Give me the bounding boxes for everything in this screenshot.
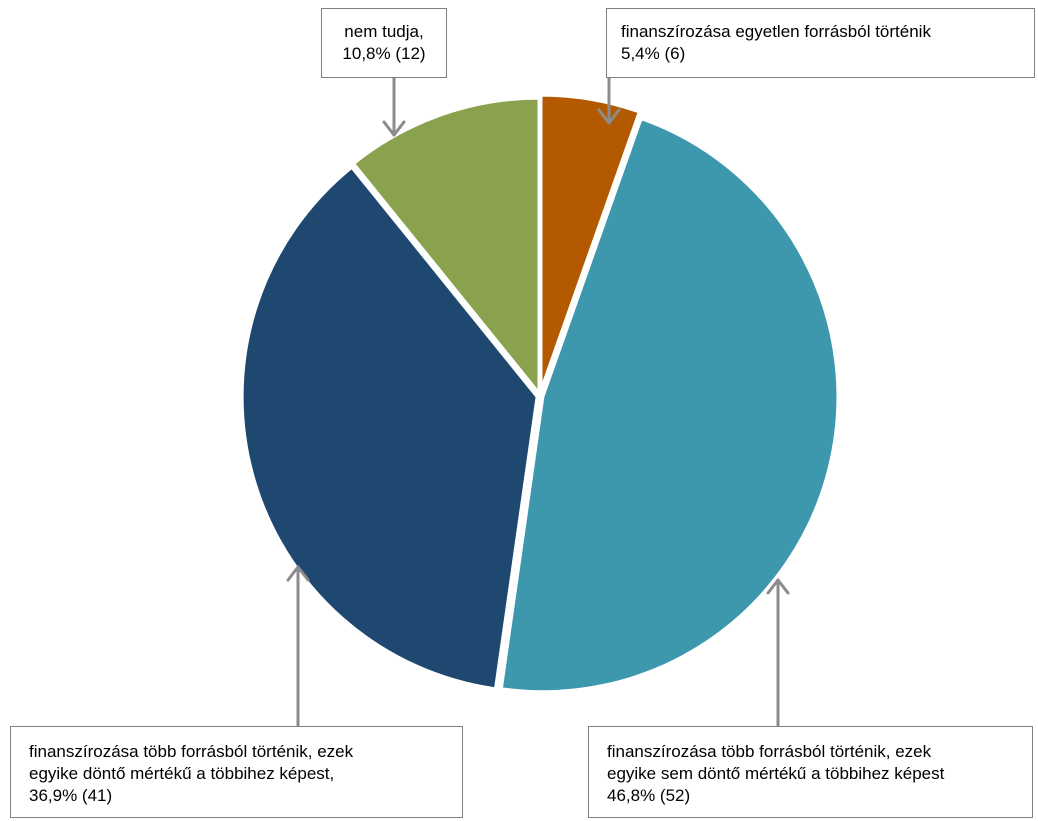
arrowhead-egyetlen <box>597 108 621 125</box>
callout-nem-tudja-line2: 10,8% (12) <box>342 44 426 63</box>
callout-tobb-dontő-line2: egyike döntő mértékű a többihez képest, <box>29 764 335 783</box>
pie-slices <box>240 93 840 694</box>
callout-nem-tudja: nem tudja, 10,8% (12) <box>321 8 447 78</box>
callout-egyetlen-line1: finanszírozása egyetlen forrásból történ… <box>621 22 931 41</box>
callout-tobb-forras-sem-dontő: finanszírozása több forrásból történik, … <box>588 726 1033 818</box>
callout-tobb-sem-line2: egyike sem döntő mértékű a többihez képe… <box>607 764 945 783</box>
callout-tobb-forras-dontő: finanszírozása több forrásból történik, … <box>10 726 463 818</box>
arrowhead-nem-tudja <box>382 120 406 137</box>
callout-egyetlen-forras: finanszírozása egyetlen forrásból történ… <box>606 8 1035 78</box>
callout-nem-tudja-line1: nem tudja, <box>344 22 424 41</box>
pie-slice-3 <box>240 165 539 691</box>
callout-tobb-sem-line1: finanszírozása több forrásból történik, … <box>607 742 932 761</box>
callout-tobb-sem-line3: 46,8% (52) <box>607 786 691 805</box>
callout-tobb-dontő-line1: finanszírozása több forrásból történik, … <box>29 742 354 761</box>
callout-arrows <box>286 76 790 728</box>
arrowhead-tobb-dontő <box>286 565 310 582</box>
pie-slice-2 <box>499 117 840 694</box>
pie-slice-1 <box>539 93 641 392</box>
callout-tobb-dontő-line3: 36,9% (41) <box>29 786 113 805</box>
pie-slice-4 <box>352 96 541 395</box>
arrowhead-tobb-sem <box>766 578 790 595</box>
callout-egyetlen-line2: 5,4% (6) <box>621 44 686 63</box>
